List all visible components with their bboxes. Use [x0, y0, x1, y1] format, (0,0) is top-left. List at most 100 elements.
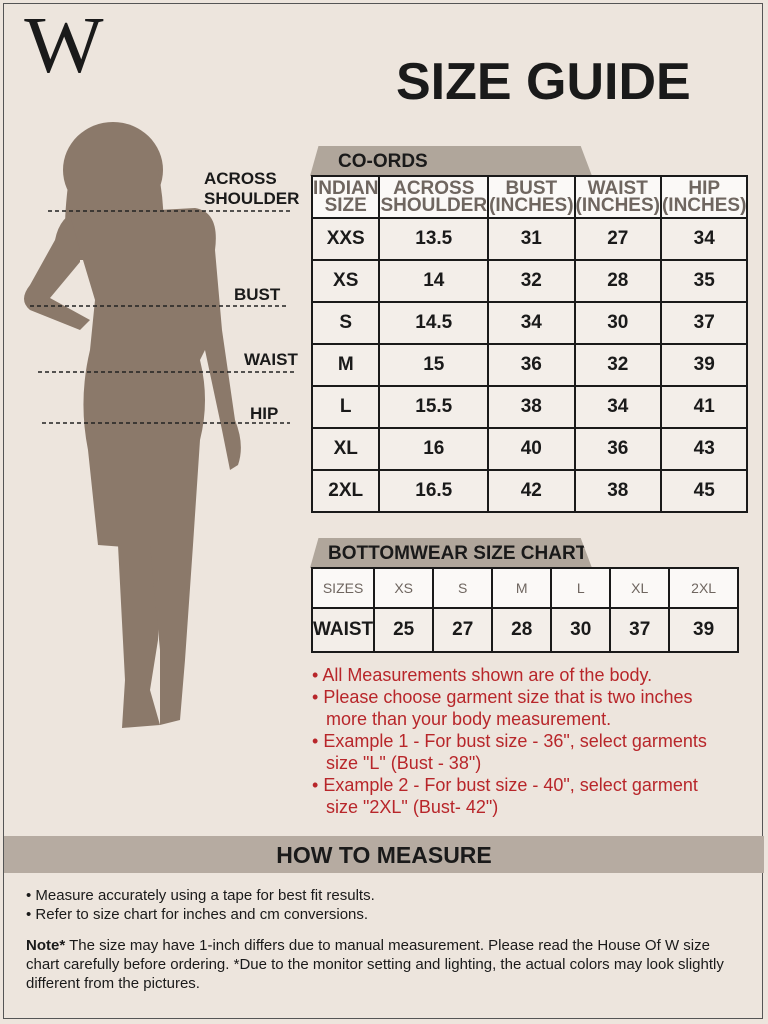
- table-cell: M: [310, 343, 381, 387]
- table-cell: 37: [609, 607, 671, 653]
- note-text: Example 2 - For bust size - 40", select …: [323, 775, 698, 795]
- page-border: [3, 3, 763, 1019]
- table-cell: 27: [432, 607, 494, 653]
- header-cell: INDIAN SIZE: [310, 175, 381, 219]
- disclaimer-note: Note* The size may have 1-inch differs d…: [26, 936, 746, 993]
- table-cell: 15.5: [378, 385, 490, 429]
- table-cell: 31: [487, 217, 576, 261]
- table-header-row: INDIAN SIZE ACROSS SHOULDER BUST (INCHES) W…: [310, 175, 749, 219]
- note-item: • All Measurements shown are of the body…: [312, 664, 707, 686]
- note-continuation: more than your body measurement.: [326, 709, 612, 729]
- table-cell: 39: [668, 607, 739, 653]
- header-cell: L: [550, 567, 612, 609]
- how-to-measure-heading: HOW TO MEASURE: [4, 836, 764, 873]
- coords-size-table: INDIAN SIZE ACROSS SHOULDER BUST (INCHES) W…: [310, 175, 749, 513]
- note-item: • Example 1 - For bust size - 36", selec…: [312, 730, 707, 752]
- how-to-measure-text: • Measure accurately using a tape for be…: [26, 886, 746, 993]
- header-cell: XS: [373, 567, 435, 609]
- table-header-row: SIZES XS S M L XL 2XL: [310, 567, 739, 609]
- bullet: •: [312, 775, 324, 795]
- body-silhouette-figure: [24, 122, 296, 728]
- table-cell: 30: [573, 301, 662, 345]
- note-continuation: size "2XL" (Bust- 42"): [326, 797, 499, 817]
- table-cell: 41: [659, 385, 749, 429]
- size-notes: • All Measurements shown are of the body…: [312, 664, 707, 818]
- label-waist: WAIST: [244, 350, 298, 369]
- table-row: 2XL 16.5 42 38 45: [310, 469, 749, 513]
- label-line: ACROSS: [204, 169, 277, 188]
- page-title: SIZE GUIDE: [396, 53, 691, 111]
- table-row: XXS 13.5 31 27 34: [310, 217, 749, 261]
- table-cell: 37: [659, 301, 749, 345]
- table-row: S 14.5 34 30 37: [310, 301, 749, 345]
- table-cell: 32: [487, 259, 576, 303]
- header-cell: XL: [609, 567, 671, 609]
- note-continuation: size "L" (Bust - 38"): [326, 753, 482, 773]
- note-item: • Example 2 - For bust size - 40", selec…: [312, 774, 707, 796]
- table-row: XL 16 40 36 43: [310, 427, 749, 471]
- table-cell: 25: [373, 607, 435, 653]
- table-cell: 30: [550, 607, 612, 653]
- table-row: M 15 36 32 39: [310, 343, 749, 387]
- note-text: Please choose garment size that is two i…: [323, 687, 693, 707]
- table-cell: 42: [487, 469, 576, 513]
- table-cell: 2XL: [310, 469, 381, 513]
- table-cell: 43: [659, 427, 749, 471]
- table-cell: 40: [487, 427, 576, 471]
- note-text: The size may have 1-inch differs due to …: [26, 937, 724, 992]
- table-cell: 34: [659, 217, 749, 261]
- table-cell: 15: [378, 343, 490, 387]
- table-cell: 16.5: [378, 469, 490, 513]
- header-cell: HIP (INCHES): [659, 175, 749, 219]
- table-cell: XXS: [310, 217, 381, 261]
- table-cell: 38: [573, 469, 662, 513]
- label-across-shoulder: ACROSS SHOULDER: [204, 169, 299, 209]
- bullet: •: [312, 665, 323, 685]
- table-cell: L: [310, 385, 381, 429]
- table-cell: WAIST: [310, 607, 376, 653]
- label-hip: HIP: [250, 404, 279, 423]
- table-cell: XS: [310, 259, 381, 303]
- bullet: •: [312, 687, 324, 707]
- instruction-item: • Measure accurately using a tape for be…: [26, 887, 375, 904]
- table-cell: 16: [378, 427, 490, 471]
- bottomwear-size-table: SIZES XS S M L XL 2XL WAIST 25 27 28 30 37 39: [310, 567, 739, 653]
- table-cell: 28: [491, 607, 553, 653]
- table-cell: 28: [573, 259, 662, 303]
- label-bust: BUST: [234, 285, 281, 304]
- table-cell: 35: [659, 259, 749, 303]
- measurement-lines: [30, 210, 296, 424]
- table-cell: 45: [659, 469, 749, 513]
- table-cell: 36: [487, 343, 576, 387]
- label-line: SHOULDER: [204, 189, 300, 208]
- table-cell: 38: [487, 385, 576, 429]
- note-text: Example 1 - For bust size - 36", select …: [323, 731, 707, 751]
- table-cell: 14.5: [378, 301, 490, 345]
- header-cell: ACROSS SHOULDER: [378, 175, 490, 219]
- instruction-item: • Refer to size chart for inches and cm …: [26, 906, 369, 923]
- coords-tab: CO-ORDS: [310, 146, 592, 176]
- table-row: L 15.5 38 34 41: [310, 385, 749, 429]
- header-cell: M: [491, 567, 553, 609]
- header-cell: SIZES: [310, 567, 376, 609]
- header-cell: BUST (INCHES): [487, 175, 576, 219]
- table-cell: 14: [378, 259, 490, 303]
- silhouette-icon: [24, 122, 241, 728]
- table-cell: XL: [310, 427, 381, 471]
- header-cell: WAIST (INCHES): [573, 175, 662, 219]
- note-text: All Measurements shown are of the body.: [322, 665, 653, 685]
- note-item: • Please choose garment size that is two…: [312, 686, 707, 708]
- table-cell: 34: [573, 385, 662, 429]
- table-row: WAIST 25 27 28 30 37 39: [310, 607, 739, 653]
- brand-logo: W: [24, 2, 103, 90]
- table-cell: S: [310, 301, 381, 345]
- table-cell: 34: [487, 301, 576, 345]
- table-row: XS 14 32 28 35: [310, 259, 749, 303]
- header-cell: 2XL: [668, 567, 739, 609]
- note-label: Note*: [26, 937, 66, 954]
- table-cell: 27: [573, 217, 662, 261]
- table-cell: 36: [573, 427, 662, 471]
- table-cell: 13.5: [378, 217, 490, 261]
- table-cell: 32: [573, 343, 662, 387]
